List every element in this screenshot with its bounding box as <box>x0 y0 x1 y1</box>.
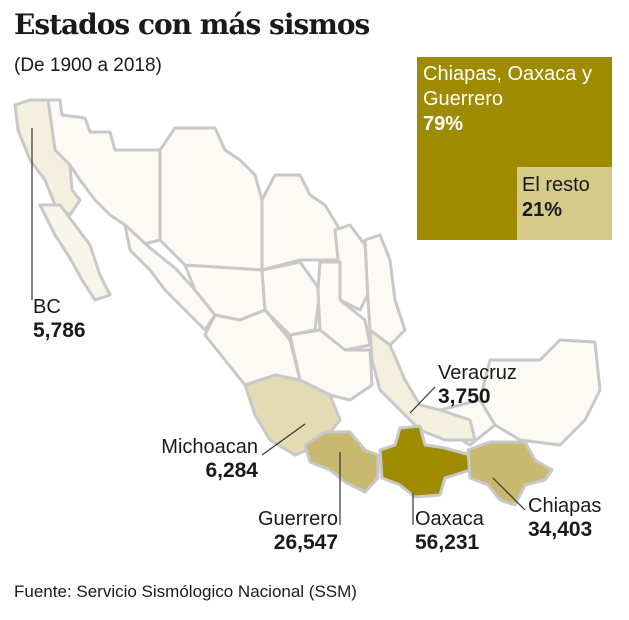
state-value: 3,750 <box>438 385 491 408</box>
state-value: 56,231 <box>415 531 480 554</box>
state-value: 26,547 <box>273 531 338 554</box>
state-bcs <box>38 203 112 302</box>
share-box-rest: El resto 21% <box>517 167 612 240</box>
label-oaxaca: Oaxaca 56,231 <box>415 508 484 554</box>
state-name: Guerrero <box>257 508 338 530</box>
state-veracruz <box>368 328 477 442</box>
leader-michoacan <box>261 423 306 456</box>
state-tamaulipas <box>363 233 407 347</box>
state-guerrero <box>303 430 380 494</box>
title: Estados con más sismos <box>14 8 370 41</box>
state-chiapas <box>466 440 554 507</box>
leader-veracruz <box>409 386 436 414</box>
share-rest-value: 21% <box>522 199 563 221</box>
label-bc: BC 5,786 <box>33 296 86 342</box>
state-sinaloa <box>123 223 217 332</box>
state-name: Oaxaca <box>415 508 484 530</box>
share-rest-label: El resto <box>522 174 590 196</box>
label-guerrero: Guerrero 26,547 <box>235 508 338 554</box>
state-value: 6,284 <box>205 459 258 482</box>
state-name: BC <box>33 296 61 318</box>
state-value: 5,786 <box>33 319 86 342</box>
share-main-value: 79% <box>423 113 464 135</box>
state-chihuahua <box>158 126 264 277</box>
share-main-label: Chiapas, Oaxaca y Guerrero <box>423 63 592 110</box>
source-note: Fuente: Servicio Sismólogico Nacional (S… <box>14 582 357 601</box>
state-name: Chiapas <box>528 495 602 517</box>
label-michoacan: Michoacan 6,284 <box>140 436 258 482</box>
state-name: Michoacan <box>161 436 258 458</box>
state-name: Veracruz <box>438 362 517 384</box>
label-chiapas: Chiapas 34,403 <box>528 495 601 541</box>
leader-chiapas <box>492 477 526 511</box>
subtitle: (De 1900 a 2018) <box>14 55 162 76</box>
label-veracruz: Veracruz 3,750 <box>438 362 517 408</box>
state-value: 34,403 <box>528 518 593 541</box>
state-coahuila <box>260 173 342 272</box>
state-bc <box>13 98 82 217</box>
